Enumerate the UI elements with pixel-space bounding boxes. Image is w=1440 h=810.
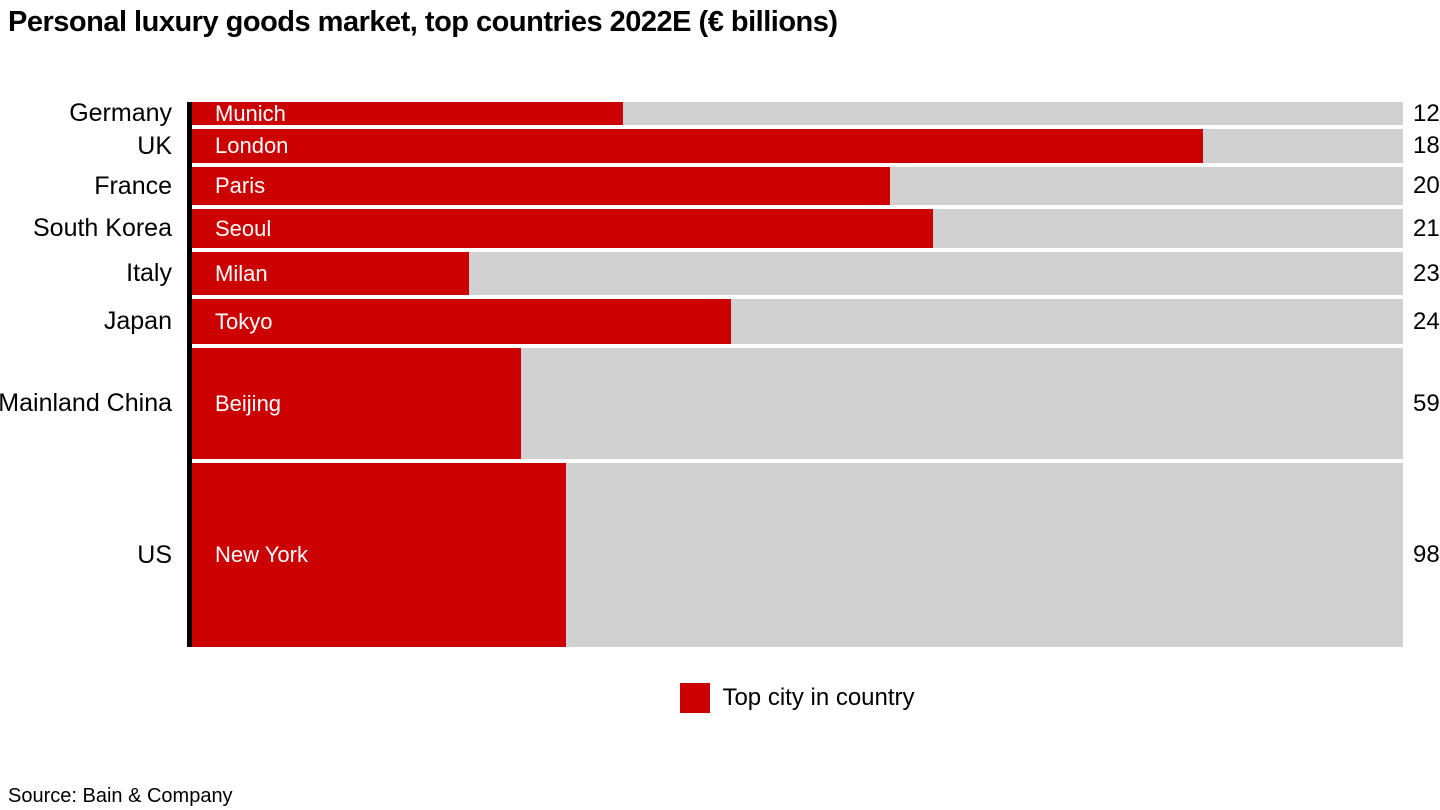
city-label: Munich (215, 100, 286, 126)
city-label: Paris (215, 173, 266, 198)
country-total-bar: Paris (192, 167, 1403, 205)
country-value-label: 21 (1413, 214, 1440, 242)
country-value-label: 59 (1413, 389, 1440, 417)
country-total-bar: Munich (192, 102, 1403, 125)
country-value-label: 18 (1413, 132, 1440, 159)
chart-row: Japan Tokyo 24 (0, 299, 1440, 344)
city-label: London (215, 133, 289, 158)
chart-rows: Germany Munich 12 UK London 18 France Pa… (0, 99, 1440, 647)
city-label: Seoul (215, 215, 272, 241)
city-share-bar: Munich (192, 100, 624, 126)
legend-swatch-icon (680, 683, 711, 713)
city-share-bar: Paris (192, 167, 890, 205)
source-note: Source: Bain & Company (8, 785, 233, 807)
city-share-bar: Tokyo (192, 299, 731, 344)
country-total-bar: London (192, 129, 1403, 163)
country-total-bar: Milan (192, 252, 1403, 295)
country-label: South Korea (33, 214, 172, 242)
chart-row: UK London 18 (0, 129, 1440, 163)
city-share-bar: Beijing (192, 348, 522, 459)
country-value-label: 24 (1413, 307, 1440, 335)
country-total-bar: Beijing (192, 348, 1403, 459)
legend-label: Top city in country (722, 684, 915, 711)
country-label: France (94, 171, 172, 200)
country-label: Japan (103, 307, 172, 335)
country-total-bar: Tokyo (192, 299, 1403, 344)
country-value-label: 20 (1413, 172, 1440, 199)
chart-title: Personal luxury goods market, top countr… (8, 6, 838, 38)
country-value-label: 98 (1413, 541, 1440, 568)
city-label: New York (215, 542, 308, 567)
country-label: US (137, 540, 172, 569)
country-value-label: 12 (1413, 99, 1440, 127)
country-total-bar: New York (192, 463, 1403, 647)
city-label: Tokyo (215, 308, 273, 334)
chart-row: Mainland China Beijing 59 (0, 348, 1440, 459)
city-share-bar: Seoul (192, 209, 934, 248)
country-total-bar: Seoul (192, 209, 1403, 248)
country-label: UK (137, 131, 172, 160)
y-axis-line (187, 102, 192, 647)
bar-chart: Germany Munich 12 UK London 18 France Pa… (0, 99, 1440, 647)
chart-row: US New York 98 (0, 463, 1440, 647)
city-share-bar: New York (192, 463, 567, 647)
legend: Top city in country (192, 683, 1403, 713)
chart-row: South Korea Seoul 21 (0, 209, 1440, 248)
country-label: Germany (69, 99, 172, 127)
country-label: Mainland China (0, 389, 172, 417)
city-label: Beijing (215, 390, 282, 416)
chart-row: France Paris 20 (0, 167, 1440, 205)
country-label: Italy (126, 259, 172, 287)
country-value-label: 23 (1413, 259, 1440, 287)
city-share-bar: London (192, 129, 1204, 163)
chart-row: Germany Munich 12 (0, 99, 1440, 127)
chart-row: Italy Milan 23 (0, 252, 1440, 295)
city-label: Milan (215, 260, 268, 286)
city-share-bar: Milan (192, 252, 470, 295)
